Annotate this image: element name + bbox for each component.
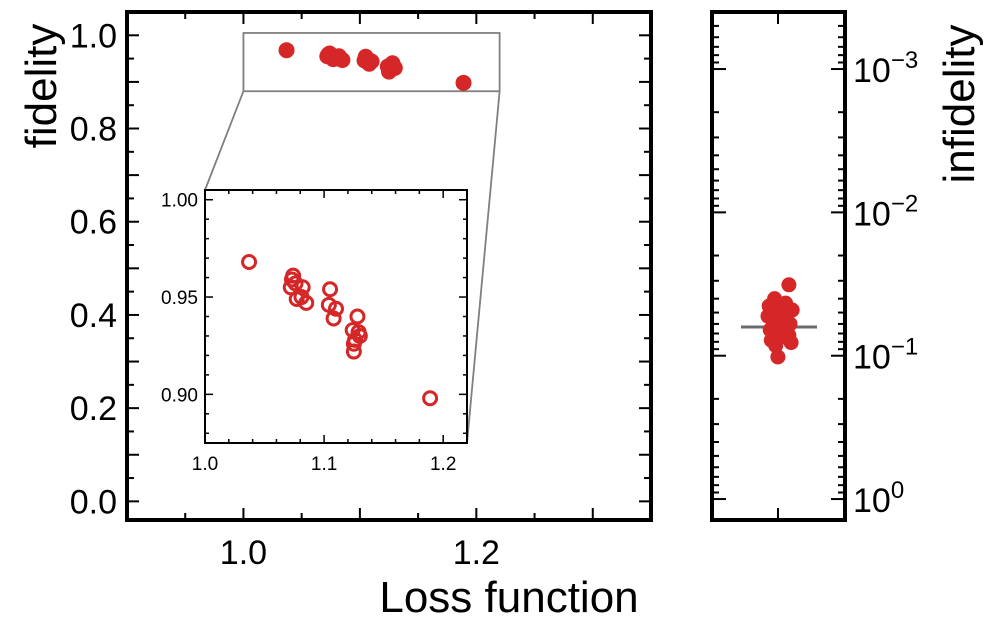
inset-data-point xyxy=(298,294,315,311)
inset-panel: 1.0 1.1 1.2 0.90 0.95 1.00 xyxy=(161,189,468,475)
main-panel: 1.0 1.2 0.0 0.2 0.4 0.6 0.8 1.0 1.0 1.1 1.2 0.90 0.… xyxy=(17,10,653,622)
inset-y-tick-label: 1.00 xyxy=(161,191,198,212)
inset-data-point xyxy=(349,308,366,325)
side-axes-frame xyxy=(710,10,847,522)
x-tick-label: 1.2 xyxy=(453,534,500,572)
side-y-tick-label: 10−3 xyxy=(853,47,918,90)
inset-data-point xyxy=(322,281,339,298)
side-panel: 100 10−1 10−2 10−3 infidelity xyxy=(710,10,984,522)
x-axis-title: Loss function xyxy=(379,573,638,622)
side-ticks xyxy=(712,11,845,520)
inset-tick-labels: 1.0 1.1 1.2 0.90 0.95 1.00 xyxy=(161,191,456,475)
y-tick-label: 0.0 xyxy=(70,483,117,521)
inset-data-points xyxy=(241,254,439,407)
main-data-point xyxy=(278,42,295,59)
zoom-connector-right xyxy=(466,91,501,444)
main-data-point xyxy=(455,74,472,91)
inset-data-point xyxy=(422,390,439,407)
x-tick-label: 1.0 xyxy=(220,534,267,572)
inset-ticks xyxy=(204,190,468,443)
inset-x-tick-label: 1.0 xyxy=(192,454,218,475)
side-y-tick-label: 100 xyxy=(853,477,904,520)
side-y-tick-label: 10−2 xyxy=(853,190,918,233)
y-tick-label: 0.4 xyxy=(70,297,117,335)
side-tick-labels: 100 10−1 10−2 10−3 xyxy=(853,47,918,520)
inset-data-point xyxy=(288,290,305,307)
inset-y-tick-label: 0.90 xyxy=(161,385,198,406)
side-y-axis-title: infidelity xyxy=(935,25,984,184)
side-data-point xyxy=(781,277,797,293)
inset-data-point xyxy=(328,300,344,317)
y-tick-label: 0.2 xyxy=(70,390,117,428)
inset-x-tick-label: 1.2 xyxy=(430,454,456,475)
inset-data-point xyxy=(241,254,258,271)
y-tick-label: 0.6 xyxy=(70,204,117,242)
side-data-point xyxy=(770,349,786,365)
inset-x-tick-label: 1.1 xyxy=(311,454,337,475)
main-data-point xyxy=(384,55,401,72)
main-data-point xyxy=(363,53,380,70)
side-data-points xyxy=(760,277,800,365)
side-data-point xyxy=(783,335,799,351)
y-tick-label: 0.8 xyxy=(70,111,117,149)
main-data-point xyxy=(334,52,351,69)
y-tick-label: 1.0 xyxy=(70,17,117,55)
zoom-connector-left xyxy=(204,90,245,191)
main-tick-labels: 1.0 1.2 0.0 0.2 0.4 0.6 0.8 1.0 xyxy=(70,17,500,572)
zoom-region-box xyxy=(242,32,501,93)
inset-data-point xyxy=(351,327,368,344)
main-axes-frame xyxy=(125,10,653,522)
y-axis-title: fidelity xyxy=(17,24,66,149)
main-ticks xyxy=(126,12,652,520)
side-data-point xyxy=(768,338,784,354)
inset-data-point xyxy=(325,310,342,327)
side-y-tick-label: 10−1 xyxy=(853,334,918,377)
main-data-points xyxy=(278,42,472,91)
inset-y-tick-label: 0.95 xyxy=(161,288,198,309)
